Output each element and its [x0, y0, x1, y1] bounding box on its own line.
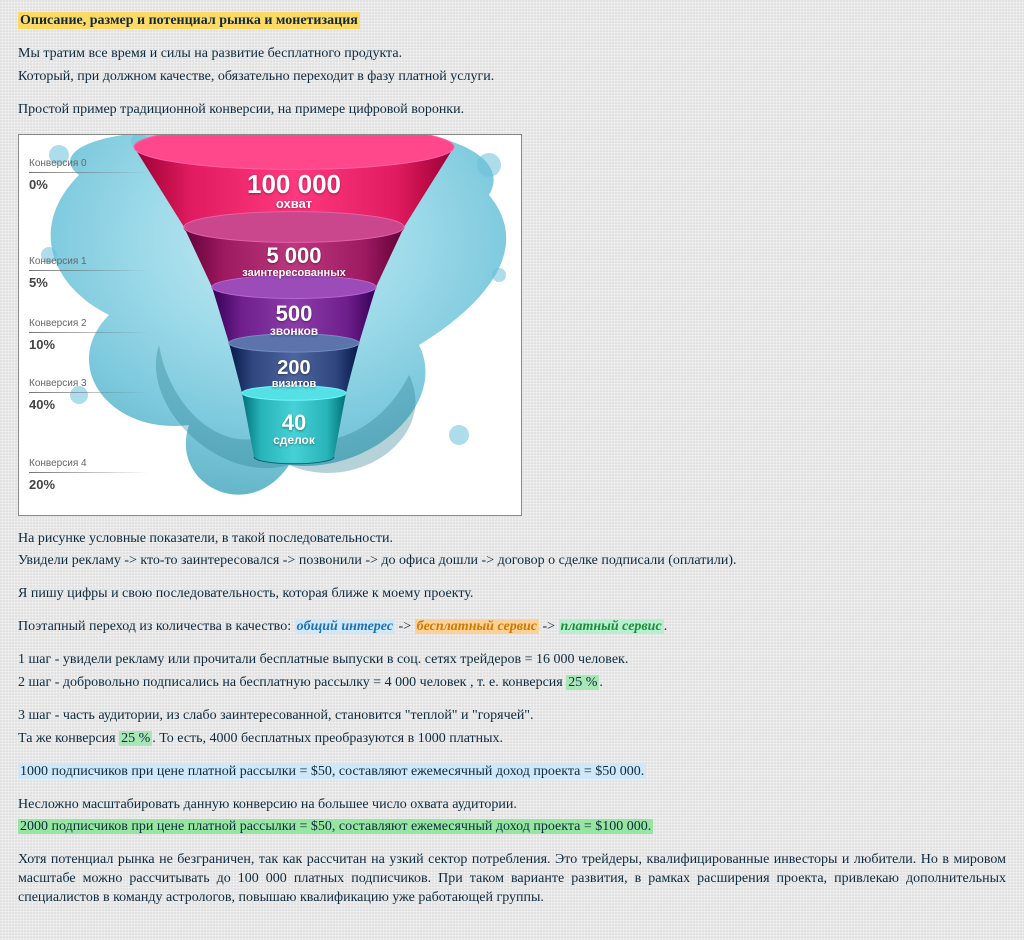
footer-paragraph: Хотя потенциал рынка не безграничен, так…: [18, 851, 1006, 908]
step-line: Та же конверсия 25 %. То есть, 4000 бесп…: [18, 730, 1006, 749]
staged-transition: Поэтапный переход из количества в качест…: [18, 618, 1006, 637]
body-text: Несложно масштабировать данную конверсию…: [18, 796, 1006, 815]
step-line: 2 шаг - добровольно подписались на беспл…: [18, 674, 1006, 693]
revenue-line: 2000 подписчиков при цене платной рассыл…: [18, 819, 653, 834]
conversion-pct: 25 %: [566, 675, 599, 690]
arrow: ->: [395, 619, 415, 634]
step-line: 1 шаг - увидели рекламу или прочитали бе…: [18, 651, 1006, 670]
funnel-stage: 500звонков: [270, 303, 318, 338]
staged-stage1: общий интерес: [297, 619, 393, 634]
revenue-line: 1000 подписчиков при цене платной рассыл…: [18, 764, 646, 779]
intro-line: Который, при должном качестве, обязатель…: [18, 68, 1006, 87]
funnel-conversion-label: Конверсия 210%: [29, 317, 149, 354]
staged-stage3: платный сервис: [561, 619, 662, 634]
funnel-conversion-label: Конверсия 340%: [29, 377, 149, 414]
funnel-stage: 40сделок: [273, 412, 315, 447]
intro-line: Мы тратим все время и силы на развитие б…: [18, 45, 1006, 64]
staged-prefix: Поэтапный переход из количества в качест…: [18, 619, 295, 634]
funnel-conversion-label: Конверсия 15%: [29, 255, 149, 292]
dot: .: [664, 619, 668, 634]
body-text: На рисунке условные показатели, в такой …: [18, 530, 1006, 549]
step-line: 3 шаг - часть аудитории, из слабо заинте…: [18, 707, 1006, 726]
conversion-pct: 25 %: [119, 731, 152, 746]
funnel-labels-column: Конверсия 00% Конверсия 15% Конверсия 210%…: [29, 135, 149, 515]
body-text: Увидели рекламу -> кто-то заинтересовалс…: [18, 552, 1006, 571]
arrow: ->: [539, 619, 559, 634]
staged-stage2: бесплатный сервис: [417, 619, 537, 634]
funnel-figure: Конверсия 00% Конверсия 15% Конверсия 210%…: [18, 134, 522, 516]
funnel-stage: 100 000охват: [247, 171, 341, 211]
intro-line: Простой пример традиционной конверсии, н…: [18, 101, 1006, 120]
body-text: Я пишу цифры и свою последовательность, …: [18, 585, 1006, 604]
funnel-conversion-label: Конверсия 00%: [29, 157, 149, 194]
page-title: Описание, размер и потенциал рынка и мон…: [18, 12, 360, 29]
funnel-conversion-label: Конверсия 420%: [29, 457, 149, 494]
funnel-stage: 200визитов: [272, 358, 316, 390]
funnel-stage: 5 000заинтересованных: [242, 245, 345, 279]
